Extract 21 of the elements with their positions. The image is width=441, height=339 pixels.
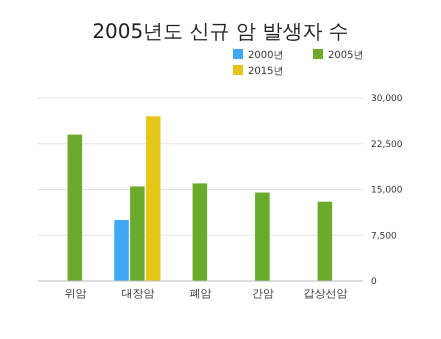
- bar: [192, 183, 208, 281]
- legend-label: 2005년: [328, 50, 364, 61]
- y-tick-label: 0: [371, 277, 377, 288]
- y-tick-label: 15,000: [371, 186, 403, 196]
- legend-label: 2015년: [248, 66, 284, 77]
- x-tick-label: 갑상선암: [304, 287, 348, 300]
- y-tick-label: 30,000: [371, 94, 403, 104]
- x-tick-label: 간암: [252, 287, 274, 300]
- y-tick-label: 22,500: [371, 140, 403, 150]
- x-tick-label: 위암: [64, 287, 86, 300]
- bar: [318, 202, 332, 281]
- x-tick-label: 대장암: [122, 287, 154, 300]
- chart-title: 2005년도 신규 암 발생자 수: [92, 19, 349, 43]
- y-tick-label: 7,500: [371, 231, 398, 242]
- bar: [68, 134, 82, 281]
- bar: [255, 192, 270, 281]
- bar: [146, 116, 160, 281]
- bar: [130, 186, 145, 281]
- x-tick-label: 폐암: [190, 287, 212, 300]
- bar: [114, 220, 129, 281]
- legend-label: 2000년: [248, 50, 284, 61]
